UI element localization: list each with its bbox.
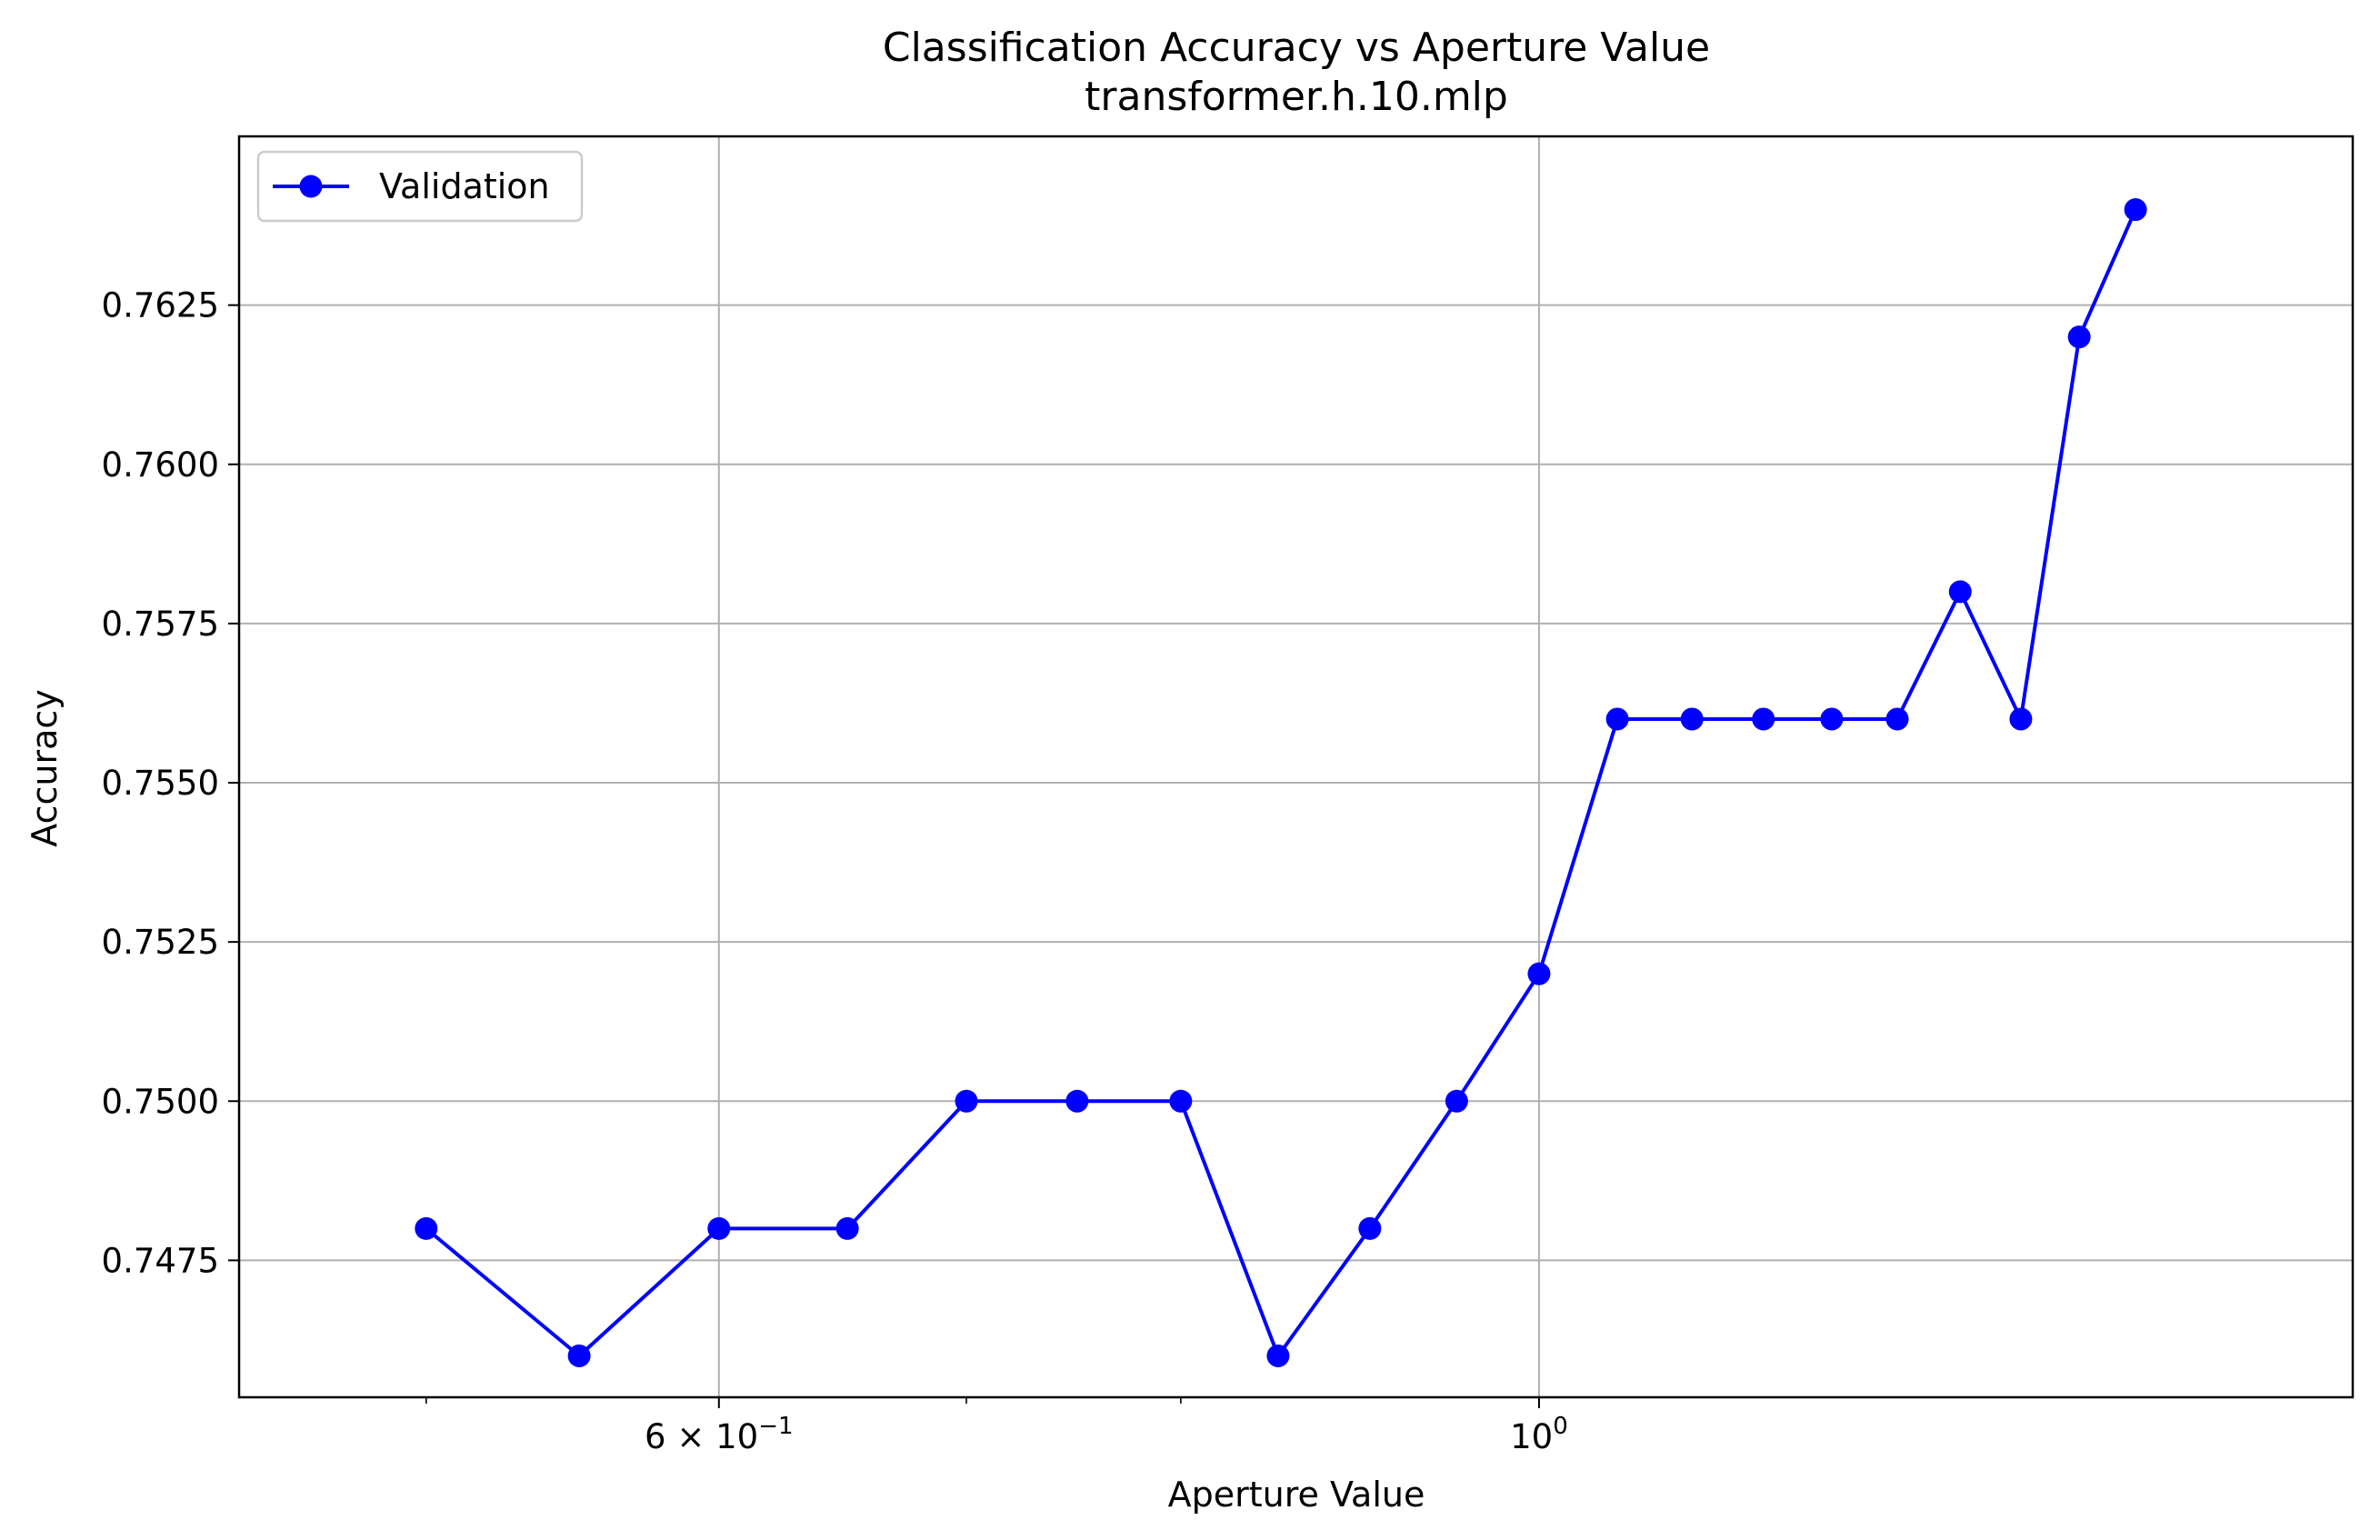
data-point bbox=[1820, 707, 1844, 731]
data-point bbox=[2009, 707, 2033, 731]
legend: Validation bbox=[256, 150, 584, 223]
data-point bbox=[1065, 1089, 1089, 1113]
data-point bbox=[1948, 580, 1972, 604]
data-point bbox=[1885, 707, 1909, 731]
y-tick-label: 0.7500 bbox=[102, 1082, 219, 1121]
chart-title: Classification Accuracy vs Aperture Valu… bbox=[883, 25, 1710, 71]
series-layer bbox=[415, 198, 2147, 1367]
data-point bbox=[1445, 1089, 1468, 1113]
data-point bbox=[707, 1216, 731, 1240]
data-point bbox=[2067, 325, 2091, 349]
grid-lines bbox=[239, 136, 2353, 1397]
y-axis-label: Accuracy bbox=[25, 689, 65, 847]
data-point bbox=[1358, 1216, 1382, 1240]
x-tick-label: 6 × 10−1 bbox=[645, 1413, 793, 1456]
plot-frame bbox=[237, 135, 2355, 1399]
y-tick-label: 0.7550 bbox=[102, 764, 219, 803]
data-point bbox=[2124, 198, 2147, 222]
data-point bbox=[1680, 707, 1704, 731]
data-point bbox=[1605, 707, 1629, 731]
chart-subtitle: transformer.h.10.mlp bbox=[1085, 74, 1508, 120]
data-point bbox=[415, 1216, 438, 1240]
data-point bbox=[1752, 707, 1775, 731]
data-point bbox=[835, 1216, 859, 1240]
series-line-validation bbox=[425, 208, 2137, 1358]
data-point bbox=[1266, 1344, 1290, 1367]
data-point bbox=[1527, 962, 1551, 985]
legend-label-validation: Validation bbox=[379, 166, 550, 206]
data-point bbox=[955, 1089, 978, 1113]
x-axis-label: Aperture Value bbox=[1168, 1475, 1425, 1515]
axis-ticks: 0.7475 0.7500 0.7525 0.7550 0.7575 0.7600 0.76… bbox=[102, 286, 1568, 1456]
y-tick-label: 0.7475 bbox=[102, 1241, 219, 1280]
legend-marker-validation bbox=[299, 175, 323, 198]
y-tick-label: 0.7575 bbox=[102, 605, 219, 644]
data-point bbox=[567, 1344, 591, 1367]
legend-box bbox=[256, 150, 584, 223]
y-tick-label: 0.7600 bbox=[102, 445, 219, 485]
x-tick-label: 100 bbox=[1510, 1413, 1568, 1456]
data-point bbox=[1169, 1089, 1193, 1113]
y-tick-label: 0.7625 bbox=[102, 286, 219, 325]
y-tick-label: 0.7525 bbox=[102, 923, 219, 962]
